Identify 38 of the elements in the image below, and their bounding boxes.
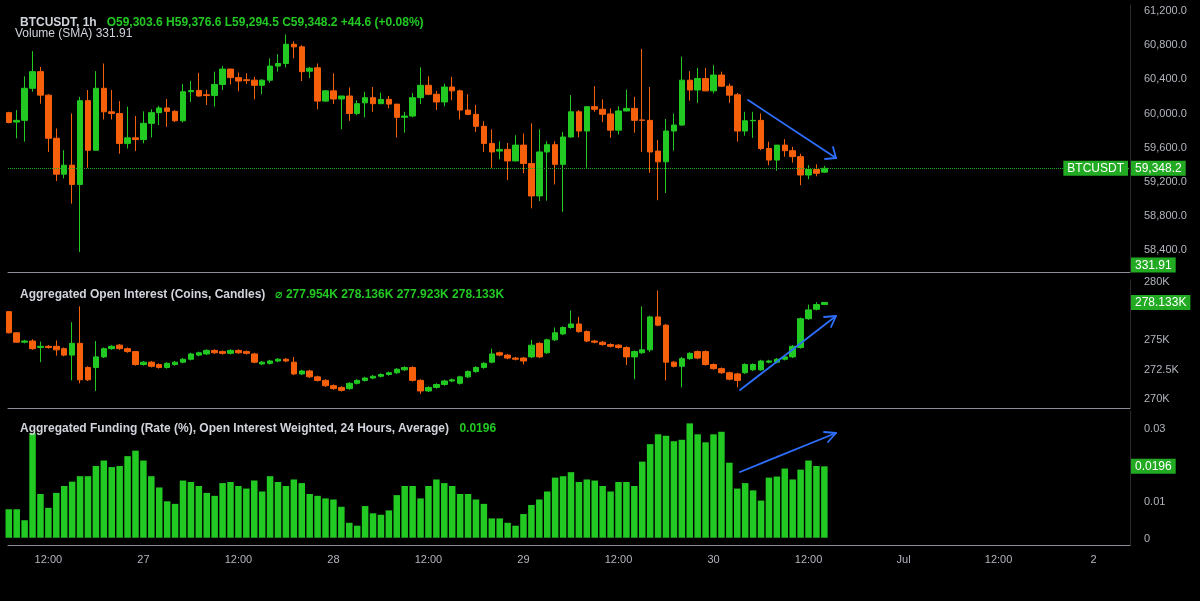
x-tick-label: 2 [1090,552,1097,565]
y-tick-label: 280K [1144,274,1171,287]
y-tick-label: 61,200.0 [1144,4,1187,17]
text: BTCUSDT, 1h [20,15,97,29]
y-tick-label: 60,000.0 [1144,106,1187,119]
ref-line-label: BTCUSDT [1067,161,1125,176]
y-tick-label: 58,400.0 [1144,243,1187,256]
y-tick-label: 270K [1144,392,1171,405]
y-tick-label: 0.03 [1144,422,1166,435]
y-tick-label: 60,400.0 [1144,72,1187,85]
y-tick-label: 59,200.0 [1144,175,1187,188]
text: 0.0196 [459,421,497,435]
text: 278.133K [1135,295,1187,310]
y-tick-label: 59,600.0 [1144,140,1187,153]
text: 59,348.2 [1135,161,1183,176]
x-tick-label: 27 [137,552,150,565]
x-tick-label: 28 [327,552,340,565]
text: 331.91 [1135,258,1173,272]
text: ⌀ 277.954K 278.136K 277.923K 278.133K [275,287,505,301]
y-tick-label: 58,800.0 [1144,209,1187,222]
x-tick-label: 29 [517,552,530,565]
text: O59,303.6 H59,376.6 L59,294.5 C59,348.2 +44.6 (+0.08%) [106,15,424,29]
x-tick-label: 12:00 [224,552,253,565]
x-tick-label: 12:00 [414,552,443,565]
x-tick-label: 12:00 [984,552,1013,565]
text: Aggregated Funding (Rate (%), Open Interest Weighted, 24 Hours, Average) [20,421,449,435]
y-tick-label: 0 [1144,531,1151,544]
text: Aggregated Open Interest (Coins, Candles) [20,287,266,301]
x-tick-label: 12:00 [34,552,63,565]
x-tick-label: 12:00 [604,552,633,565]
x-tick-label: Jul [896,552,911,565]
x-tick-label: 12:00 [794,552,823,565]
y-tick-label: 272.5K [1144,362,1180,375]
y-tick-label: 275K [1144,333,1171,346]
y-tick-label: 0.01 [1144,495,1166,508]
y-tick-label: 60,800.0 [1144,38,1187,51]
text: 0.0196 [1135,459,1173,474]
x-tick-label: 30 [707,552,720,565]
